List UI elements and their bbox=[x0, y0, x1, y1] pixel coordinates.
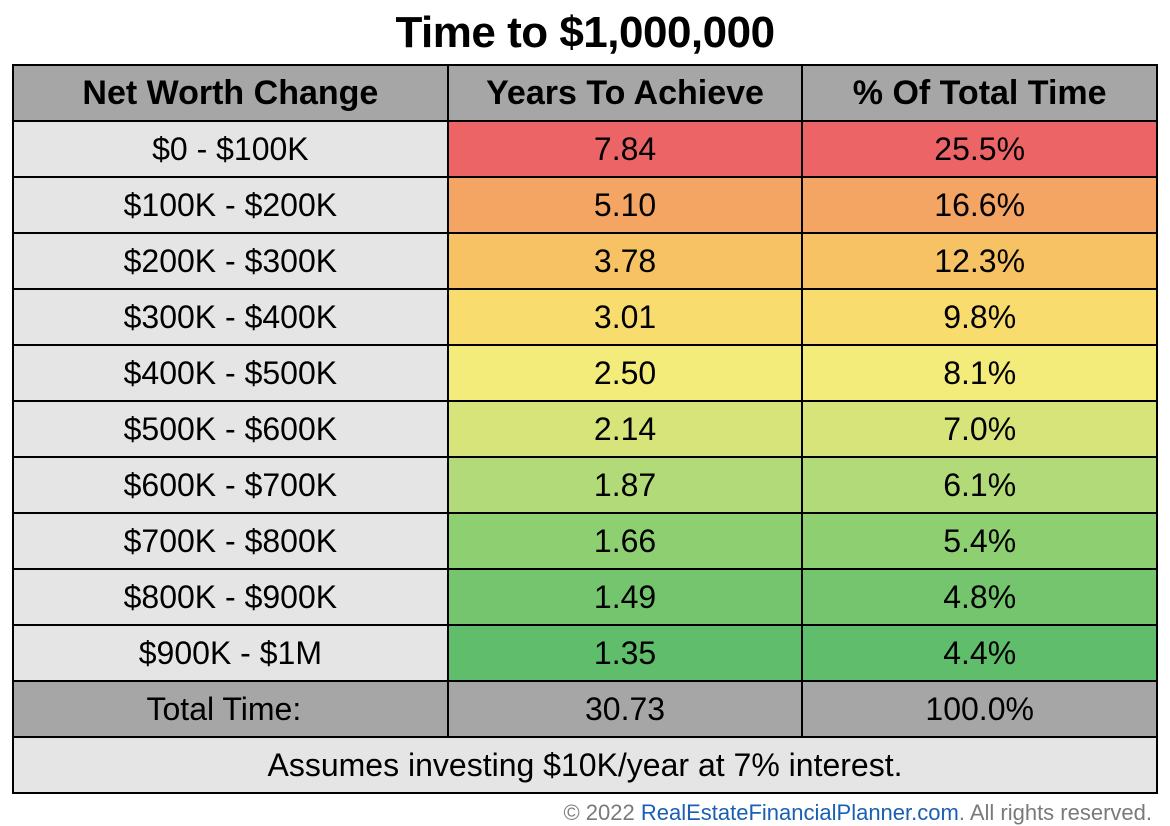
cell-pct: 8.1% bbox=[802, 345, 1157, 401]
cell-years: 1.35 bbox=[448, 625, 803, 681]
cell-range: $400K - $500K bbox=[13, 345, 448, 401]
table-row: $800K - $900K1.494.8% bbox=[13, 569, 1157, 625]
table-row: $400K - $500K2.508.1% bbox=[13, 345, 1157, 401]
cell-pct: 12.3% bbox=[802, 233, 1157, 289]
cell-range: $100K - $200K bbox=[13, 177, 448, 233]
credit-line: © 2022 RealEstateFinancialPlanner.com. A… bbox=[12, 794, 1158, 826]
cell-range: $0 - $100K bbox=[13, 121, 448, 177]
cell-pct: 25.5% bbox=[802, 121, 1157, 177]
cell-years: 1.49 bbox=[448, 569, 803, 625]
cell-range: $300K - $400K bbox=[13, 289, 448, 345]
table-row: $200K - $300K3.7812.3% bbox=[13, 233, 1157, 289]
cell-years: 5.10 bbox=[448, 177, 803, 233]
cell-years: 3.01 bbox=[448, 289, 803, 345]
cell-range: $800K - $900K bbox=[13, 569, 448, 625]
cell-range: $200K - $300K bbox=[13, 233, 448, 289]
cell-pct: 4.4% bbox=[802, 625, 1157, 681]
col-header-pct: % Of Total Time bbox=[802, 65, 1157, 121]
cell-years: 1.87 bbox=[448, 457, 803, 513]
col-header-years: Years To Achieve bbox=[448, 65, 803, 121]
cell-years: 2.14 bbox=[448, 401, 803, 457]
table-row: $900K - $1M1.354.4% bbox=[13, 625, 1157, 681]
table-row: $100K - $200K5.1016.6% bbox=[13, 177, 1157, 233]
total-label: Total Time: bbox=[13, 681, 448, 737]
cell-range: $900K - $1M bbox=[13, 625, 448, 681]
cell-pct: 16.6% bbox=[802, 177, 1157, 233]
table-row: $500K - $600K2.147.0% bbox=[13, 401, 1157, 457]
col-header-range: Net Worth Change bbox=[13, 65, 448, 121]
credit-link[interactable]: RealEstateFinancialPlanner.com bbox=[641, 800, 959, 825]
cell-pct: 9.8% bbox=[802, 289, 1157, 345]
cell-years: 7.84 bbox=[448, 121, 803, 177]
cell-range: $500K - $600K bbox=[13, 401, 448, 457]
credit-suffix: . All rights reserved. bbox=[959, 800, 1152, 825]
table-row: $300K - $400K3.019.8% bbox=[13, 289, 1157, 345]
table-row: $600K - $700K1.876.1% bbox=[13, 457, 1157, 513]
cell-years: 3.78 bbox=[448, 233, 803, 289]
cell-range: $700K - $800K bbox=[13, 513, 448, 569]
total-row: Total Time: 30.73 100.0% bbox=[13, 681, 1157, 737]
cell-pct: 7.0% bbox=[802, 401, 1157, 457]
cell-pct: 4.8% bbox=[802, 569, 1157, 625]
table-header-row: Net Worth Change Years To Achieve % Of T… bbox=[13, 65, 1157, 121]
total-pct: 100.0% bbox=[802, 681, 1157, 737]
cell-years: 2.50 bbox=[448, 345, 803, 401]
cell-pct: 5.4% bbox=[802, 513, 1157, 569]
note-row: Assumes investing $10K/year at 7% intere… bbox=[13, 737, 1157, 793]
note-text: Assumes investing $10K/year at 7% intere… bbox=[13, 737, 1157, 793]
page-title: Time to $1,000,000 bbox=[12, 8, 1158, 58]
table-container: Time to $1,000,000 Net Worth Change Year… bbox=[0, 0, 1170, 826]
table-row: $700K - $800K1.665.4% bbox=[13, 513, 1157, 569]
cell-years: 1.66 bbox=[448, 513, 803, 569]
credit-prefix: © 2022 bbox=[563, 800, 640, 825]
net-worth-table: Net Worth Change Years To Achieve % Of T… bbox=[12, 64, 1158, 794]
cell-pct: 6.1% bbox=[802, 457, 1157, 513]
total-years: 30.73 bbox=[448, 681, 803, 737]
cell-range: $600K - $700K bbox=[13, 457, 448, 513]
table-row: $0 - $100K7.8425.5% bbox=[13, 121, 1157, 177]
